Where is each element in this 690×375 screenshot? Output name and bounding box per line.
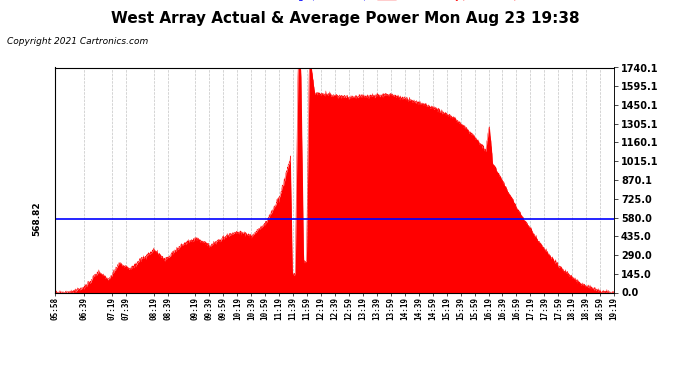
- Legend: Average(DC Watts), West Array(DC Watts): Average(DC Watts), West Array(DC Watts): [237, 0, 522, 6]
- Text: 568.82: 568.82: [32, 202, 41, 236]
- Text: Copyright 2021 Cartronics.com: Copyright 2021 Cartronics.com: [7, 38, 148, 46]
- Text: West Array Actual & Average Power Mon Aug 23 19:38: West Array Actual & Average Power Mon Au…: [110, 11, 580, 26]
